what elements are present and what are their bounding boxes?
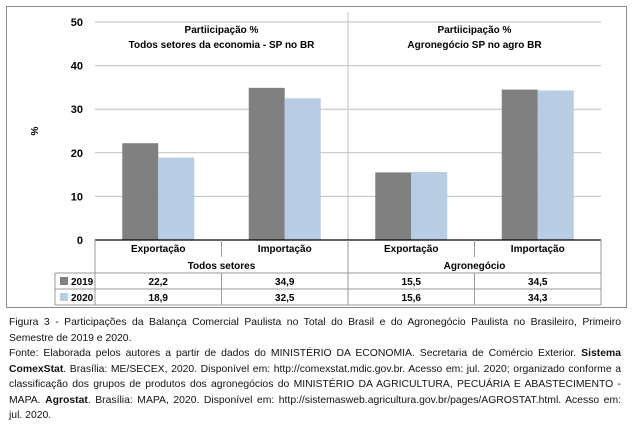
- bar-2020: [537, 90, 574, 241]
- y-tick-label: 20: [71, 148, 83, 160]
- bar-2020: [411, 171, 448, 240]
- panel-title-line1: Partiicipação %: [185, 25, 259, 36]
- panel-title-line2: Todos setores da economia - SP no BR: [129, 40, 316, 51]
- bar-2020: [158, 157, 195, 240]
- data-value-label: 34,5: [528, 277, 548, 288]
- figure-title: Figura 3 - Participações da Balança Come…: [9, 317, 621, 344]
- chart-frame: 0 10 20 30 40 50% Partiicipação % Todos setores…: [6, 6, 627, 308]
- source-text-1: Fonte: Elaborada pelos autores a partir …: [9, 348, 582, 359]
- legend-swatch-2020: [60, 293, 68, 301]
- source-text-2: . Brasília: ME/SECEX, 2020. Disponível e…: [9, 363, 621, 406]
- y-tick-label: 30: [71, 104, 83, 116]
- bar-2019: [501, 89, 538, 240]
- bar-2020: [284, 98, 321, 240]
- source-bold-comexstat: Sistema ComexStat: [9, 348, 621, 375]
- source-bold-agrostat: Agrostat: [45, 394, 88, 406]
- data-value-label: 15,6: [402, 293, 422, 304]
- bar-2019: [375, 172, 412, 240]
- panel-title-line1: Partiicipação %: [438, 25, 512, 36]
- legend-label-2019: 2019: [71, 277, 94, 288]
- x-category-label: Importação: [511, 244, 565, 255]
- y-tick-label: 10: [71, 191, 83, 203]
- data-value-label: 34,3: [528, 293, 548, 304]
- bar-2019: [248, 87, 285, 240]
- bar-2019: [122, 143, 159, 240]
- x-category-label: Importação: [258, 244, 312, 255]
- data-value-label: 22,2: [149, 277, 169, 288]
- legend-label-2020: 2020: [71, 293, 94, 304]
- y-tick-label: 50: [71, 17, 83, 29]
- figure-source: Fonte: Elaborada pelos autores a partir …: [9, 346, 621, 424]
- figure-caption: Figura 3 - Participações da Balança Come…: [9, 315, 621, 424]
- x-group-label: Agronegócio: [444, 261, 506, 272]
- x-category-label: Exportação: [384, 244, 438, 255]
- y-tick-label: 0: [77, 235, 83, 247]
- y-axis-title: %: [30, 126, 41, 135]
- x-category-label: Exportação: [131, 244, 185, 255]
- x-group-label: Todos setores: [188, 261, 256, 272]
- legend-swatch-2019: [60, 277, 68, 285]
- data-value-label: 18,9: [149, 293, 169, 304]
- panel-title-line2: Agronegócio SP no agro BR: [407, 40, 542, 51]
- data-value-label: 32,5: [275, 293, 295, 304]
- data-value-label: 15,5: [402, 277, 422, 288]
- source-text-3: . Brasília: MAPA, 2020. Disponível em: h…: [9, 394, 622, 422]
- data-value-label: 34,9: [275, 277, 295, 288]
- y-tick-label: 40: [71, 61, 83, 73]
- bar-chart: 0 10 20 30 40 50% Partiicipação % Todos setores…: [30, 12, 602, 306]
